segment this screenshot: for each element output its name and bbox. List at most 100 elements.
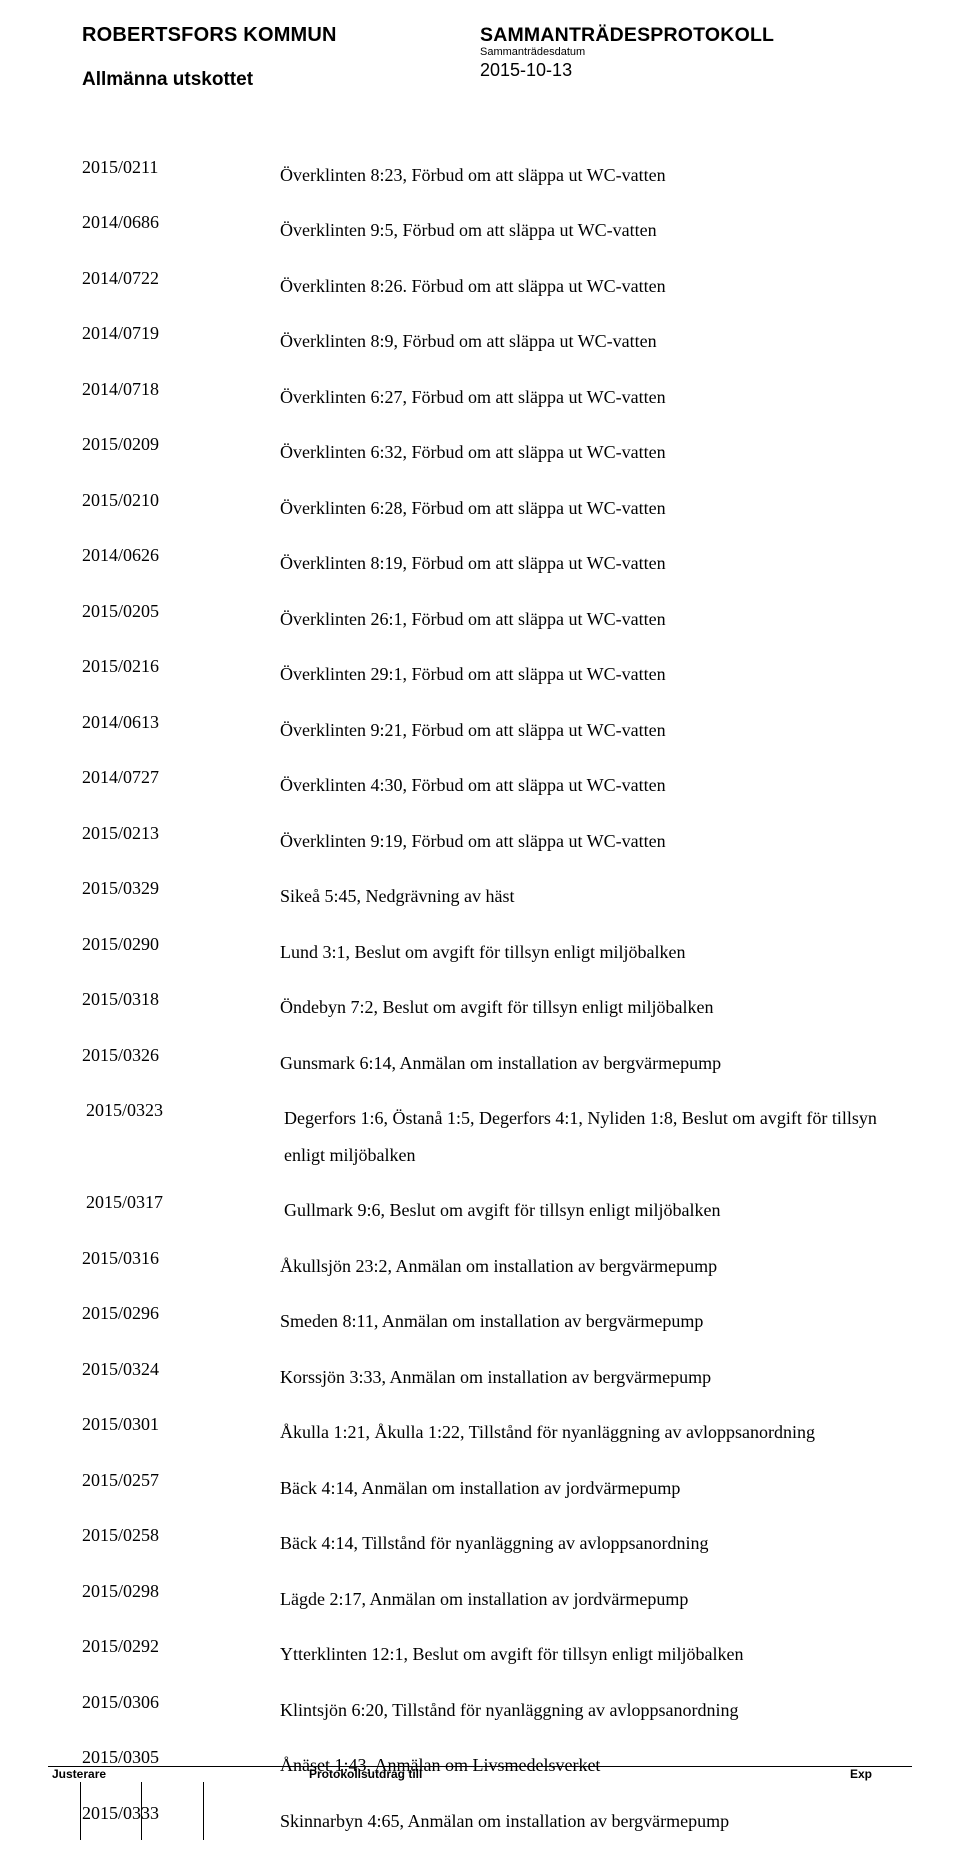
case-row: 2015/0209Överklinten 6:32, Förbud om att… [82, 434, 878, 471]
case-row: 2015/0317Gullmark 9:6, Beslut om avgift … [82, 1192, 878, 1229]
case-list: 2015/0211Överklinten 8:23, Förbud om att… [82, 157, 878, 1840]
case-description: Bäck 4:14, Anmälan om installation av jo… [280, 1470, 878, 1507]
case-description: Lägde 2:17, Anmälan om installation av j… [280, 1581, 878, 1618]
footer-sign-box [142, 1782, 204, 1840]
case-id: 2015/0301 [82, 1414, 280, 1435]
case-description: Åkullsjön 23:2, Anmälan om installation … [280, 1248, 878, 1285]
case-row: 2015/0306Klintsjön 6:20, Tillstånd för n… [82, 1692, 878, 1729]
header: ROBERTSFORS KOMMUN Allmänna utskottet SA… [82, 24, 878, 91]
case-description: Överklinten 26:1, Förbud om att släppa u… [280, 601, 878, 638]
footer-sign-box [80, 1782, 142, 1840]
case-description: Gullmark 9:6, Beslut om avgift för tills… [284, 1192, 878, 1229]
case-row: 2015/0326Gunsmark 6:14, Anmälan om insta… [82, 1045, 878, 1082]
case-description: Överklinten 8:23, Förbud om att släppa u… [280, 157, 878, 194]
case-id: 2015/0211 [82, 157, 280, 178]
case-description: Överklinten 8:19, Förbud om att släppa u… [280, 545, 878, 582]
case-description: Sikeå 5:45, Nedgrävning av häst [280, 878, 878, 915]
case-row: 2014/0718Överklinten 6:27, Förbud om att… [82, 379, 878, 416]
case-description: Överklinten 4:30, Förbud om att släppa u… [280, 767, 878, 804]
case-id: 2015/0210 [82, 490, 280, 511]
case-row: 2015/0290Lund 3:1, Beslut om avgift för … [82, 934, 878, 971]
case-description: Överklinten 8:26. Förbud om att släppa u… [280, 268, 878, 305]
footer-label-justerare: Justerare [48, 1768, 309, 1782]
case-id: 2015/0257 [82, 1470, 280, 1491]
case-row: 2015/0292Ytterklinten 12:1, Beslut om av… [82, 1636, 878, 1673]
case-id: 2015/0209 [82, 434, 280, 455]
case-row: 2015/0258Bäck 4:14, Tillstånd för nyanlä… [82, 1525, 878, 1562]
case-id: 2014/0686 [82, 212, 280, 233]
case-row: 2015/0323Degerfors 1:6, Östanå 1:5, Dege… [82, 1100, 878, 1174]
case-description: Ytterklinten 12:1, Beslut om avgift för … [280, 1636, 878, 1673]
footer-boxes [48, 1782, 912, 1840]
case-id: 2015/0298 [82, 1581, 280, 1602]
committee-name: Allmänna utskottet [82, 69, 480, 91]
case-description: Smeden 8:11, Anmälan om installation av … [280, 1303, 878, 1340]
case-row: 2015/0324Korssjön 3:33, Anmälan om insta… [82, 1359, 878, 1396]
case-id: 2015/0292 [82, 1636, 280, 1657]
case-row: 2014/0626Överklinten 8:19, Förbud om att… [82, 545, 878, 582]
case-row: 2014/0686Överklinten 9:5, Förbud om att … [82, 212, 878, 249]
case-id: 2014/0719 [82, 323, 280, 344]
case-description: Bäck 4:14, Tillstånd för nyanläggning av… [280, 1525, 878, 1562]
footer-label-exp: Exp [850, 1768, 912, 1782]
case-id: 2015/0329 [82, 878, 280, 899]
case-id: 2015/0324 [82, 1359, 280, 1380]
case-description: Överklinten 6:32, Förbud om att släppa u… [280, 434, 878, 471]
case-description: Överklinten 9:5, Förbud om att släppa ut… [280, 212, 878, 249]
case-description: Överklinten 6:28, Förbud om att släppa u… [280, 490, 878, 527]
case-description: Överklinten 29:1, Förbud om att släppa u… [280, 656, 878, 693]
case-row: 2014/0719Överklinten 8:9, Förbud om att … [82, 323, 878, 360]
case-id: 2014/0626 [82, 545, 280, 566]
case-id: 2014/0722 [82, 268, 280, 289]
footer-label-protokoll: Protokollsutdrag till [309, 1768, 850, 1782]
case-id: 2015/0318 [82, 989, 280, 1010]
case-row: 2015/0296Smeden 8:11, Anmälan om install… [82, 1303, 878, 1340]
case-row: 2014/0613Överklinten 9:21, Förbud om att… [82, 712, 878, 749]
case-id: 2015/0205 [82, 601, 280, 622]
case-description: Åkulla 1:21, Åkulla 1:22, Tillstånd för … [280, 1414, 878, 1451]
case-description: Överklinten 9:21, Förbud om att släppa u… [280, 712, 878, 749]
case-description: Korssjön 3:33, Anmälan om installation a… [280, 1359, 878, 1396]
case-id: 2015/0305 [82, 1747, 280, 1768]
case-description: Degerfors 1:6, Östanå 1:5, Degerfors 4:1… [284, 1100, 878, 1174]
footer: Justerare Protokollsutdrag till Exp [48, 1766, 912, 1840]
case-row: 2015/0216Överklinten 29:1, Förbud om att… [82, 656, 878, 693]
case-row: 2015/0301Åkulla 1:21, Åkulla 1:22, Tills… [82, 1414, 878, 1451]
case-description: Överklinten 9:19, Förbud om att släppa u… [280, 823, 878, 860]
case-id: 2015/0290 [82, 934, 280, 955]
header-left: ROBERTSFORS KOMMUN Allmänna utskottet [82, 24, 480, 91]
case-description: Lund 3:1, Beslut om avgift för tillsyn e… [280, 934, 878, 971]
case-id: 2015/0306 [82, 1692, 280, 1713]
case-id: 2015/0216 [82, 656, 280, 677]
case-id: 2014/0613 [82, 712, 280, 733]
case-row: 2015/0318Öndebyn 7:2, Beslut om avgift f… [82, 989, 878, 1026]
case-id: 2015/0213 [82, 823, 280, 844]
case-description: Överklinten 8:9, Förbud om att släppa ut… [280, 323, 878, 360]
case-description: Överklinten 6:27, Förbud om att släppa u… [280, 379, 878, 416]
case-id: 2015/0323 [82, 1100, 284, 1121]
case-row: 2015/0257Bäck 4:14, Anmälan om installat… [82, 1470, 878, 1507]
date-label: Sammanträdesdatum [480, 46, 878, 59]
header-right: SAMMANTRÄDESPROTOKOLL Sammanträdesdatum … [480, 24, 878, 91]
footer-labels: Justerare Protokollsutdrag till Exp [48, 1767, 912, 1782]
doc-title: SAMMANTRÄDESPROTOKOLL [480, 24, 878, 46]
case-row: 2015/0211Överklinten 8:23, Förbud om att… [82, 157, 878, 194]
case-id: 2015/0316 [82, 1248, 280, 1269]
case-row: 2014/0727Överklinten 4:30, Förbud om att… [82, 767, 878, 804]
case-id: 2015/0296 [82, 1303, 280, 1324]
case-row: 2015/0298Lägde 2:17, Anmälan om installa… [82, 1581, 878, 1618]
case-row: 2014/0722Överklinten 8:26. Förbud om att… [82, 268, 878, 305]
case-description: Gunsmark 6:14, Anmälan om installation a… [280, 1045, 878, 1082]
case-id: 2014/0727 [82, 767, 280, 788]
case-id: 2015/0317 [82, 1192, 284, 1213]
org-name: ROBERTSFORS KOMMUN [82, 24, 480, 47]
case-row: 2015/0213Överklinten 9:19, Förbud om att… [82, 823, 878, 860]
case-id: 2015/0258 [82, 1525, 280, 1546]
case-row: 2015/0316Åkullsjön 23:2, Anmälan om inst… [82, 1248, 878, 1285]
case-row: 2015/0329Sikeå 5:45, Nedgrävning av häst [82, 878, 878, 915]
case-description: Öndebyn 7:2, Beslut om avgift för tillsy… [280, 989, 878, 1026]
case-row: 2015/0210Överklinten 6:28, Förbud om att… [82, 490, 878, 527]
case-id: 2015/0326 [82, 1045, 280, 1066]
case-description: Klintsjön 6:20, Tillstånd för nyanläggni… [280, 1692, 878, 1729]
page: ROBERTSFORS KOMMUN Allmänna utskottet SA… [0, 0, 960, 1840]
